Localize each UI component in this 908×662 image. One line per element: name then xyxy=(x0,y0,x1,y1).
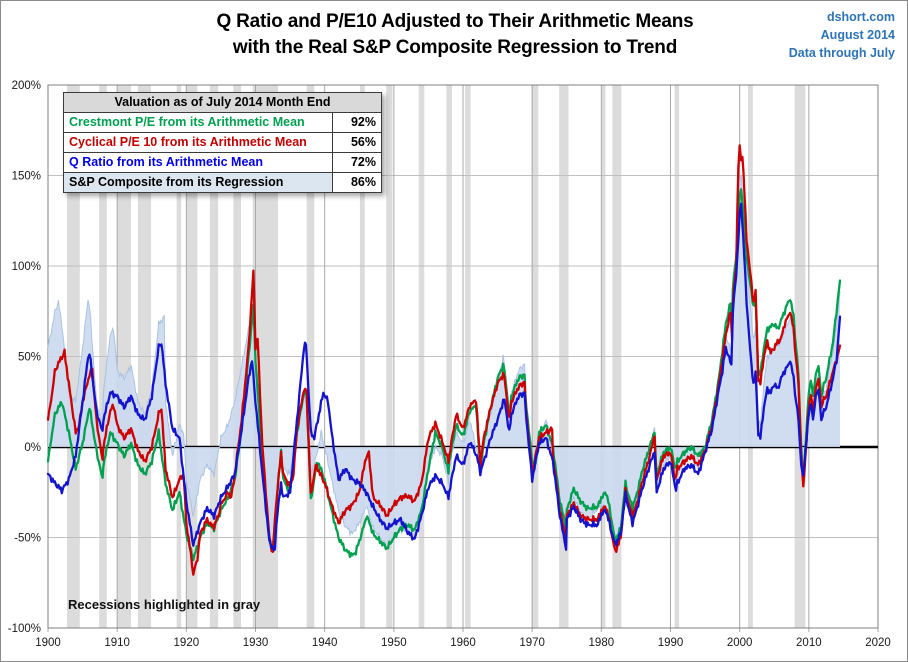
legend-row-label: S&P Composite from its Regression xyxy=(63,172,333,193)
x-axis-tick-label: 1960 xyxy=(450,637,476,649)
y-axis-tick-label: 200% xyxy=(12,80,41,92)
x-axis-tick-label: 1930 xyxy=(243,637,269,649)
chart-title-line1: Q Ratio and P/E10 Adjusted to Their Arit… xyxy=(216,11,694,32)
legend-row-3: S&P Composite from its Regression 86% xyxy=(63,172,382,193)
source-attribution: dshort.com August 2014 Data through July xyxy=(789,8,895,62)
y-axis-tick-label: 150% xyxy=(12,171,41,183)
x-axis-tick-label: 1980 xyxy=(589,637,615,649)
source-site: dshort.com xyxy=(826,10,895,24)
legend-row-0: Crestmont P/E from its Arithmetic Mean 92… xyxy=(63,112,382,133)
series-line-q-ratio-from-its-arithmetic-mean xyxy=(46,202,842,552)
series-area-s-p-composite-from-its-regression xyxy=(48,174,840,547)
y-axis-tick-label: 0% xyxy=(24,442,41,454)
legend-row-value: 86% xyxy=(332,172,382,193)
chart-title: Q Ratio and P/E10 Adjusted to Their Arit… xyxy=(1,9,907,61)
x-axis-tick-label: 2020 xyxy=(865,637,891,649)
chart-title-line2: with the Real S&P Composite Regression t… xyxy=(232,37,678,58)
x-axis-tick-label: 1920 xyxy=(174,637,200,649)
source-note: Data through July xyxy=(788,46,895,60)
legend-table: Valuation as of July 2014 Month End Cres… xyxy=(63,92,382,193)
recession-note: Recessions highlighted in gray xyxy=(68,597,261,612)
x-axis-tick-label: 1990 xyxy=(658,637,684,649)
x-axis-tick-label: 1940 xyxy=(312,637,338,649)
x-axis-tick-label: 2010 xyxy=(796,637,822,649)
legend-header-row: Valuation as of July 2014 Month End xyxy=(63,92,382,113)
legend-row-label: Q Ratio from its Arithmetic Mean xyxy=(63,152,333,173)
legend-row-2: Q Ratio from its Arithmetic Mean 72% xyxy=(63,152,382,173)
x-axis-tick-label: 1900 xyxy=(35,637,61,649)
x-axis-tick-label: 1950 xyxy=(381,637,407,649)
legend-row-label: Crestmont P/E from its Arithmetic Mean xyxy=(63,112,333,133)
y-axis-tick-label: -100% xyxy=(8,623,41,635)
source-date: August 2014 xyxy=(820,28,895,42)
legend-row-value: 56% xyxy=(332,132,382,153)
x-axis-tick-label: 1910 xyxy=(104,637,130,649)
legend-row-1: Cyclical P/E 10 from its Arithmetic Mean… xyxy=(63,132,382,153)
x-axis-tick-label: 1970 xyxy=(519,637,545,649)
y-axis-tick-label: 50% xyxy=(18,352,41,364)
legend-row-value: 92% xyxy=(332,112,382,133)
legend-row-label: Cyclical P/E 10 from its Arithmetic Mean xyxy=(63,132,333,153)
legend-title: Valuation as of July 2014 Month End xyxy=(63,92,382,113)
x-axis-tick-label: 2000 xyxy=(727,637,753,649)
y-axis-tick-label: 100% xyxy=(12,261,41,273)
y-axis-tick-label: -50% xyxy=(14,533,41,545)
legend-row-value: 72% xyxy=(332,152,382,173)
